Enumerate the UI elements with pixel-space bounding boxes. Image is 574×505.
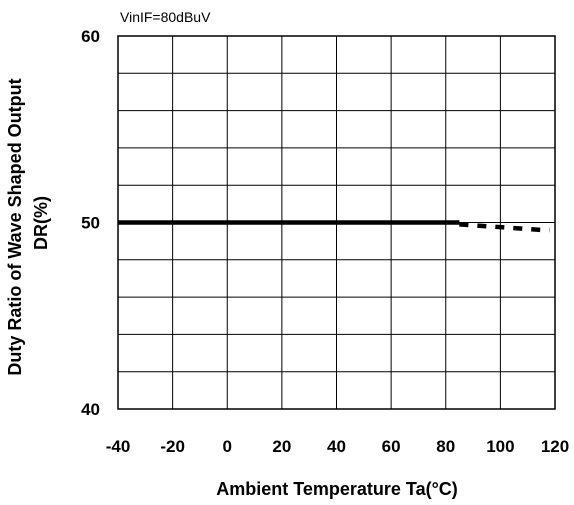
x-tick-label: 100 [486, 437, 514, 456]
y-tick-label: 40 [81, 400, 100, 419]
y-tick-label: 50 [81, 214, 100, 233]
y-tick-label: 60 [81, 27, 100, 46]
x-tick-label: -20 [160, 437, 185, 456]
series-line-2 [459, 222, 550, 233]
y-axis-title: Duty Ratio of Wave Shaped Output DR(%) [5, 78, 51, 375]
x-tick-label: -40 [106, 437, 131, 456]
x-tick-label: 0 [223, 437, 232, 456]
x-tick-label: 40 [327, 437, 346, 456]
x-tick-labels: -40 -20 0 20 40 60 80 100 120 [106, 437, 569, 456]
x-axis-title: Ambient Temperature Ta(°C) [216, 479, 458, 499]
chart-annotation: VinIF=80dBuV [120, 9, 211, 25]
x-tick-label: 20 [272, 437, 291, 456]
y-tick-labels: 40 50 60 [81, 27, 100, 419]
data-series-group [118, 220, 550, 233]
y-axis-title-line2: DR(%) [31, 196, 51, 250]
x-tick-label: 120 [541, 437, 569, 456]
x-tick-label: 80 [436, 437, 455, 456]
y-axis-title-line1: Duty Ratio of Wave Shaped Output [5, 78, 25, 375]
x-tick-label: 60 [382, 437, 401, 456]
